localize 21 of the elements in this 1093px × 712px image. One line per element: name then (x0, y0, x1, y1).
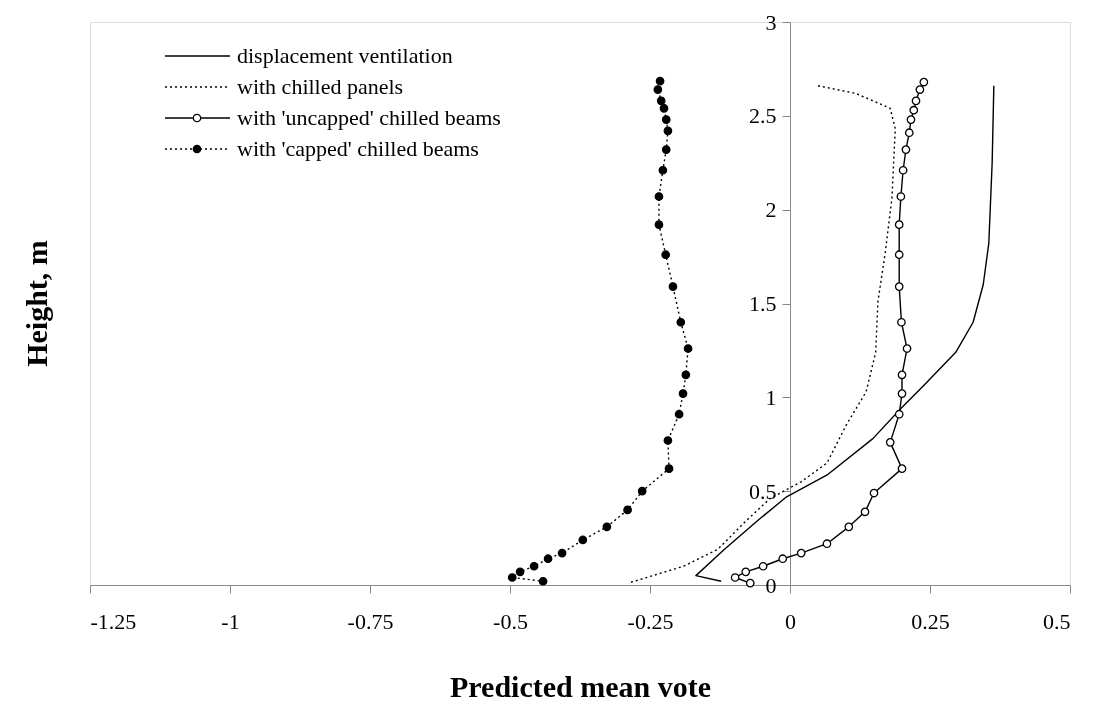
legend-label: with 'uncapped' chilled beams (237, 105, 501, 130)
x-tick-label: -1 (221, 608, 240, 634)
x-tick-label: -0.75 (347, 608, 394, 634)
x-tick-label: 0.25 (911, 608, 950, 634)
y-tick-label: 0.5 (749, 478, 777, 504)
y-axis-title: Height, m (20, 240, 53, 367)
x-tick-label: 0 (785, 608, 796, 634)
y-tick-label: 2 (765, 197, 777, 223)
y-tick-label: 0 (765, 572, 777, 598)
x-tick-label: -1.25 (90, 608, 137, 634)
x-tick-label: -0.25 (627, 608, 674, 634)
legend-label: displacement ventilation (237, 43, 453, 68)
y-tick-label: 1 (765, 384, 777, 410)
legend-label: with chilled panels (237, 74, 404, 99)
y-tick-label: 1.5 (749, 291, 777, 316)
legend-label: with 'capped' chilled beams (237, 136, 479, 161)
x-axis-title: Predicted mean vote (449, 669, 712, 703)
y-tick-label: 2.5 (749, 103, 777, 129)
x-tick-label: -0.5 (493, 608, 528, 634)
y-tick-label: 3 (765, 9, 777, 35)
x-tick-label: 0.5 (1043, 608, 1071, 634)
